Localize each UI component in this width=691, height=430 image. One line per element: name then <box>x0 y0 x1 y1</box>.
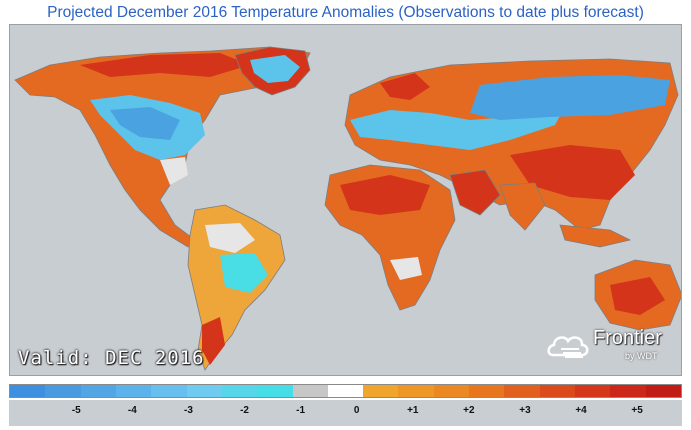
legend-swatch <box>292 385 328 397</box>
logo-subtitle: by WDT <box>625 351 658 361</box>
africa <box>324 164 456 311</box>
south-asia <box>449 169 546 231</box>
legend-tick-label: -1 <box>296 405 306 416</box>
legend-swatch <box>221 385 258 397</box>
great-lakes-cold <box>110 107 180 140</box>
us-neutral <box>160 157 188 185</box>
legend-swatch <box>80 385 116 397</box>
australia <box>594 259 681 331</box>
legend-swatch <box>115 385 152 397</box>
legend-swatch <box>186 385 222 397</box>
legend-swatch <box>327 385 364 397</box>
legend-swatch <box>469 385 505 397</box>
india-hot <box>499 182 546 231</box>
logo-wordmark: Frontier <box>593 327 662 349</box>
legend-swatch <box>539 385 575 397</box>
legend-tick-label: +4 <box>575 405 587 416</box>
legend-tick-label: +5 <box>631 405 643 416</box>
australia-very-hot <box>610 277 665 315</box>
frontier-logo: Frontier by WDT <box>545 327 673 367</box>
eurasia <box>344 58 679 231</box>
legend-tick-label: +3 <box>519 405 531 416</box>
greenland-cold <box>250 55 300 83</box>
world-map <box>14 46 681 371</box>
legend-tick-label: -3 <box>184 405 193 416</box>
legend-tick-label: +1 <box>407 405 419 416</box>
cloud-logo-icon <box>547 336 589 358</box>
anomaly-map: Valid: DEC 2016 Frontier by WDT <box>9 24 682 376</box>
legend-tick-label: -5 <box>71 405 81 416</box>
legend-swatch <box>645 385 681 397</box>
arabia-hot <box>449 169 501 216</box>
siberia-cold <box>470 75 670 120</box>
legend-swatch <box>610 385 646 397</box>
southeast-asia <box>559 224 632 248</box>
scandinavia-hot <box>380 73 430 100</box>
legend-swatch <box>45 385 81 397</box>
brazil-cool <box>220 253 268 293</box>
sahara-very-hot <box>340 175 430 215</box>
patagonia-hot <box>202 317 225 365</box>
amazon-neutral <box>205 223 255 253</box>
africa-neutral <box>390 257 422 280</box>
greenland <box>234 46 311 96</box>
legend-color-scale <box>9 384 682 398</box>
legend-swatch <box>398 385 434 397</box>
europe-cold-band <box>350 97 570 150</box>
legend-swatch <box>363 385 399 397</box>
legend-tick-label: -4 <box>127 405 137 416</box>
legend-swatch <box>257 385 293 397</box>
north-america <box>14 46 311 248</box>
legend-tick-label: +2 <box>463 405 475 416</box>
legend-tick-label: -2 <box>240 405 249 416</box>
legend-swatch <box>151 385 187 397</box>
south-america <box>187 204 286 371</box>
canada-warm-north <box>80 53 250 77</box>
legend-swatch <box>433 385 470 397</box>
china-hot <box>510 145 635 200</box>
legend-swatch <box>10 385 46 397</box>
valid-date-label: Valid: DEC 2016 <box>18 347 205 369</box>
map-title: Projected December 2016 Temperature Anom… <box>47 4 644 21</box>
legend-swatch <box>504 385 540 397</box>
legend-swatch <box>575 385 611 397</box>
indonesia <box>559 224 632 248</box>
legend-tick-labels: -5 -4 -3 -2 -1 0 +1 +2 +3 +4 +5 <box>9 400 682 426</box>
legend-tick-label: 0 <box>353 405 360 416</box>
